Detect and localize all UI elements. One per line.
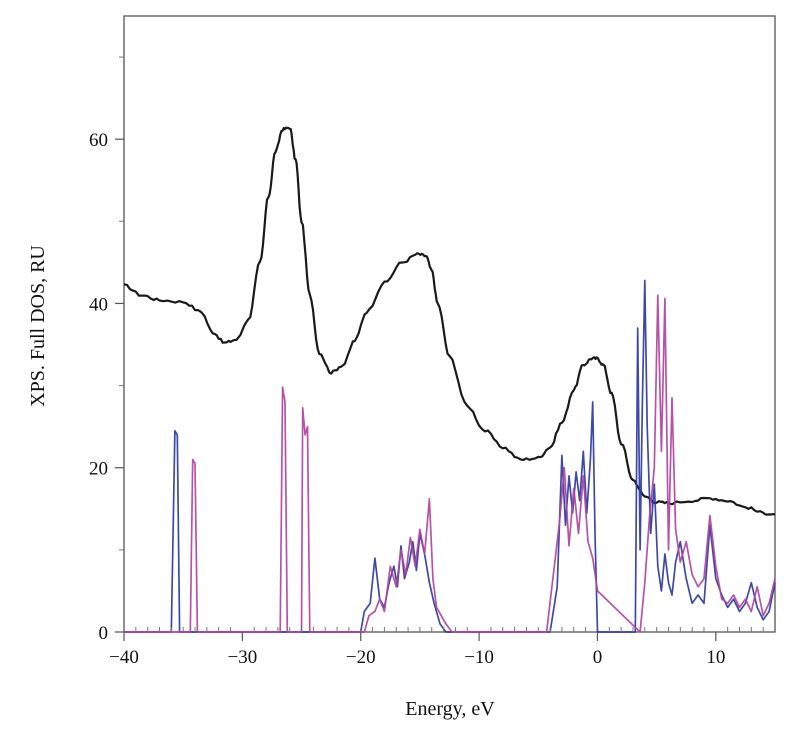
- y-tick-label: 20: [89, 459, 108, 480]
- plot-frame: [123, 15, 776, 633]
- x-tick-label: −10: [464, 647, 494, 668]
- x-tick-label: 0: [593, 647, 603, 668]
- tick-layer: [115, 56, 764, 641]
- y-tick-label: 40: [89, 294, 108, 315]
- series-layer: [123, 126, 776, 633]
- x-tick-label: −30: [228, 647, 258, 668]
- x-axis-label: Energy, eV: [405, 698, 495, 720]
- y-tick-label: 60: [89, 130, 108, 151]
- x-tick-label: −40: [109, 647, 139, 668]
- series-line-2: [124, 279, 776, 633]
- tick-label-layer: −40 −30 −20 −10 0 10 0 20 40 60: [89, 130, 725, 668]
- y-axis-label: XPS. Full DOS, RU: [27, 245, 49, 407]
- x-tick-label: 10: [706, 647, 725, 668]
- x-tick-label: −20: [346, 647, 376, 668]
- y-tick-label: 0: [99, 623, 109, 644]
- series-line-3: [124, 294, 776, 633]
